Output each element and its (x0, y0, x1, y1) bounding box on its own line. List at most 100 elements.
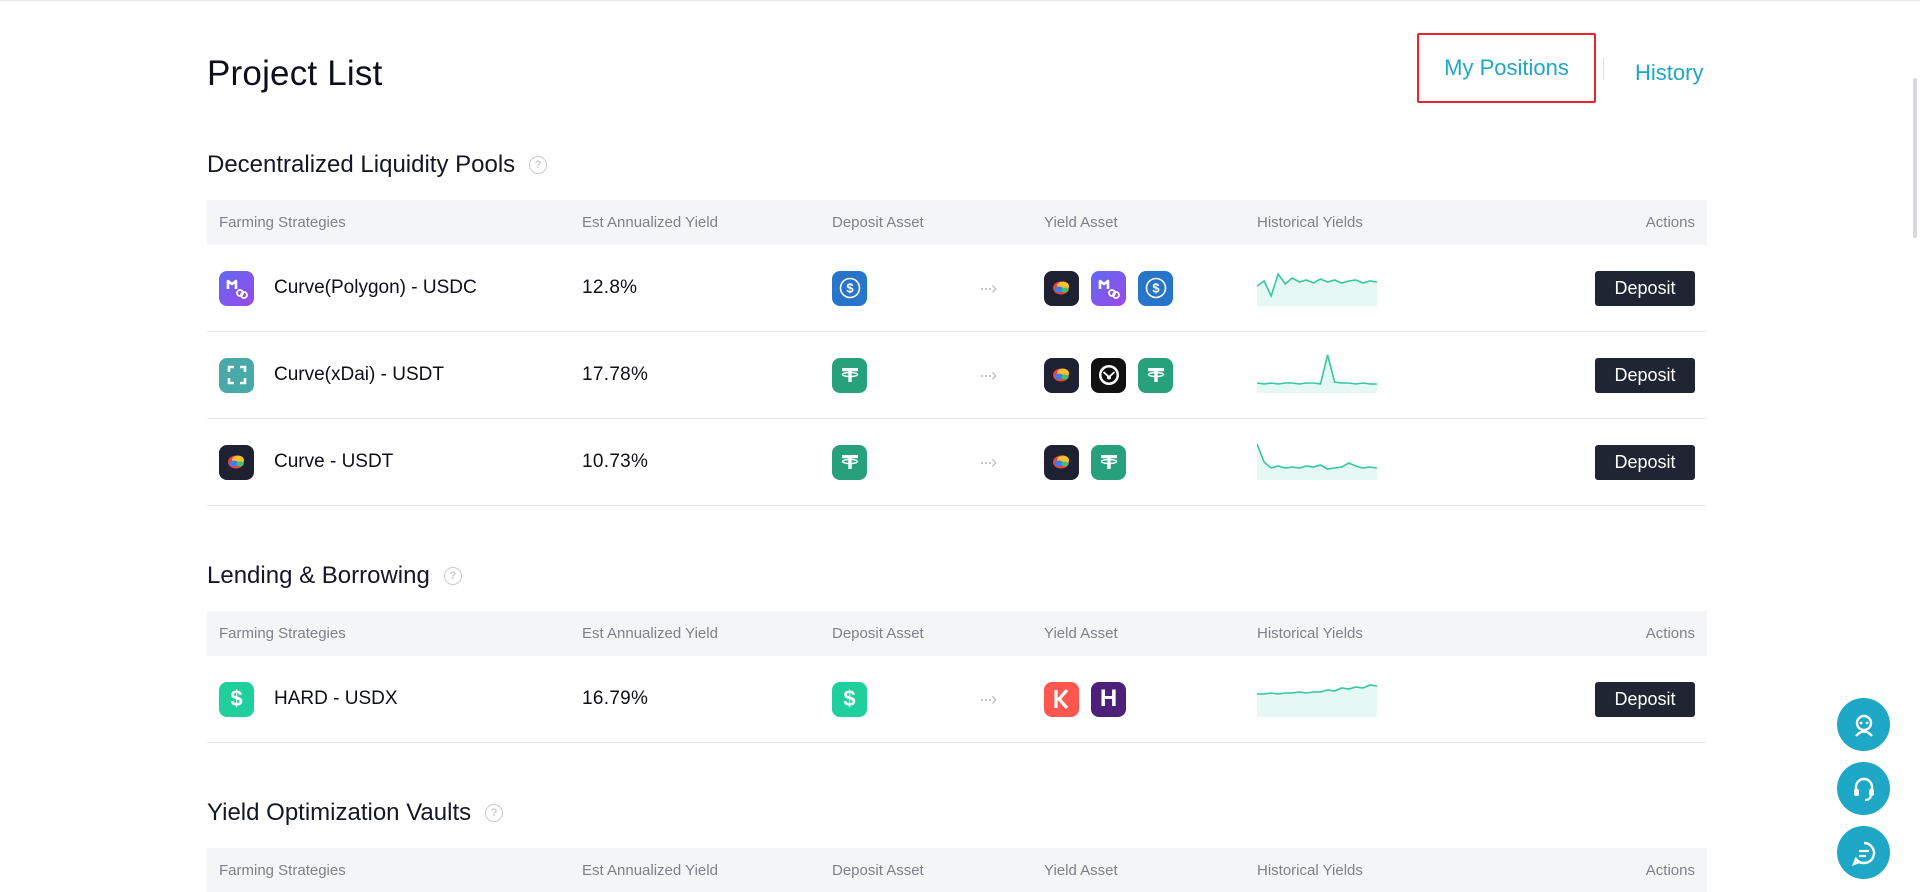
main-container: Project List My Positions History Decent… (207, 0, 1707, 892)
yield-cell: 10.73% (582, 451, 832, 473)
section-title: Yield Optimization Vaults? (207, 798, 1707, 828)
tab-separator (1603, 58, 1604, 80)
sparkline-area (1257, 684, 1377, 717)
section-title: Decentralized Liquidity Pools? (207, 150, 1707, 180)
tab-my-positions[interactable]: My Positions (1417, 33, 1596, 103)
historical-yield-cell (1256, 440, 1507, 485)
table-row[interactable]: Curve - USDT 10.73% ···› Deposit (207, 419, 1707, 506)
deposit-button[interactable]: Deposit (1595, 270, 1695, 306)
sparkline-line (1256, 354, 1377, 385)
usdt-token-icon (1091, 444, 1126, 480)
chat-button[interactable] (1837, 826, 1890, 879)
sparkline-line (1257, 683, 1378, 695)
historical-yield-sparkline (1256, 271, 1378, 306)
table-header: Farming Strategies Est Annualized Yield De… (207, 200, 1707, 245)
agent-icon (1854, 714, 1873, 737)
polygon-token-icon (219, 270, 254, 306)
help-icon[interactable]: ? (485, 804, 504, 822)
actions-cell: Deposit (1507, 444, 1707, 480)
col-header-historical-yields: Historical Yields (1257, 862, 1363, 879)
col-header-actions: Actions (1645, 862, 1695, 879)
table-row[interactable]: Curve(Polygon) - USDC 12.8% $ ···› $ Deposit (207, 245, 1707, 332)
yield-asset-cell (1044, 357, 1257, 393)
deposit-asset-cell: $ ···› (832, 681, 1044, 717)
curve-token-icon (1044, 357, 1079, 393)
historical-yield-cell (1256, 353, 1507, 398)
page-title: Project List (207, 54, 383, 93)
table-row[interactable]: $ HARD - USDX 16.79% $ ···› H Deposit (207, 656, 1707, 743)
deposit-asset-cell: ···› (832, 357, 1044, 393)
col-header-yield: Est Annualized Yield (582, 625, 718, 642)
usdx-token-icon: $ (219, 681, 254, 717)
col-header-strategy: Farming Strategies (219, 862, 346, 879)
strategy-table: Farming Strategies Est Annualized Yield De… (207, 848, 1707, 892)
usdt-token-icon (1138, 357, 1173, 393)
customer-service-button[interactable] (1837, 762, 1890, 815)
col-header-deposit-asset: Deposit Asset (832, 214, 924, 231)
svg-text:$: $ (846, 281, 854, 296)
col-header-actions: Actions (1645, 214, 1695, 231)
historical-yield-sparkline (1256, 443, 1378, 480)
strategy-name[interactable]: Curve(xDai) - USDT (274, 364, 444, 385)
chat-bubble-icon (1851, 841, 1875, 866)
actions-cell: Deposit (1507, 357, 1707, 393)
arrow-right-icon: ···› (979, 688, 997, 709)
strategy-name[interactable]: Curve - USDT (274, 451, 394, 472)
table-row[interactable]: Curve(xDai) - USDT 17.78% ···› Deposit (207, 332, 1707, 419)
col-header-yield-asset: Yield Asset (1044, 862, 1118, 879)
col-header-historical-yields: Historical Yields (1257, 625, 1363, 642)
scrollbar-thumb[interactable] (1913, 78, 1917, 238)
col-header-historical-yields: Historical Yields (1257, 214, 1363, 231)
hard-token-icon: H (1091, 681, 1126, 717)
usdt-token-icon (832, 357, 867, 393)
section-0: Decentralized Liquidity Pools? Farming St… (207, 150, 1707, 506)
section-title-text: Yield Optimization Vaults (207, 799, 472, 826)
arrow-right-icon: ···› (979, 364, 997, 385)
col-header-deposit-asset: Deposit Asset (832, 625, 924, 642)
yield-cell: 17.78% (582, 364, 832, 386)
yield-asset-cell (1044, 444, 1257, 480)
arrow-right-icon: ···› (979, 277, 997, 298)
historical-yield-sparkline (1257, 683, 1378, 717)
curve-token-icon (219, 444, 254, 480)
actions-cell: Deposit (1507, 270, 1707, 306)
section-1: Lending & Borrowing? Farming Strategies Es… (207, 561, 1707, 743)
top-divider (0, 0, 1920, 1)
col-header-strategy: Farming Strategies (219, 214, 346, 231)
deposit-button[interactable]: Deposit (1595, 357, 1695, 393)
strategy-name[interactable]: HARD - USDX (274, 688, 398, 709)
svg-text:$: $ (1152, 281, 1160, 296)
est-annualized-yield: 16.79% (582, 688, 649, 709)
strategy-table: Farming Strategies Est Annualized Yield De… (207, 200, 1707, 506)
est-annualized-yield: 10.73% (582, 451, 649, 472)
table-header: Farming Strategies Est Annualized Yield De… (207, 848, 1707, 892)
deposit-button[interactable]: Deposit (1595, 681, 1695, 717)
arrow-right-icon: ···› (979, 451, 997, 472)
section-title: Lending & Borrowing? (207, 561, 1707, 591)
strategy-cell: Curve(xDai) - USDT (207, 357, 582, 393)
polygon-token-icon (1091, 270, 1126, 306)
help-icon[interactable]: ? (443, 567, 462, 585)
strategy-cell: Curve(Polygon) - USDC (207, 270, 582, 306)
sparkline-area (1257, 273, 1377, 306)
sparkline-area (1257, 354, 1377, 393)
strategy-name[interactable]: Curve(Polygon) - USDC (274, 277, 477, 298)
help-icon[interactable]: ? (529, 156, 548, 174)
historical-yield-cell (1257, 677, 1507, 722)
usdx-token-icon: $ (832, 681, 867, 717)
sparkline-area (1257, 443, 1377, 480)
col-header-yield: Est Annualized Yield (582, 214, 718, 231)
headset-icon (1853, 777, 1874, 801)
est-annualized-yield: 12.8% (582, 277, 638, 298)
deposit-asset-cell: ···› (832, 444, 1044, 480)
col-header-deposit-asset: Deposit Asset (832, 862, 924, 879)
tab-history[interactable]: History (1635, 60, 1704, 85)
kava-token-icon (1044, 681, 1079, 717)
sparkline-line (1256, 271, 1378, 298)
historical-yield-sparkline (1256, 354, 1377, 393)
deposit-button[interactable]: Deposit (1595, 444, 1695, 480)
actions-cell: Deposit (1507, 681, 1707, 717)
yield-cell: 12.8% (582, 277, 832, 299)
section-title-text: Lending & Borrowing (207, 562, 430, 589)
support-agent-button[interactable] (1837, 698, 1890, 751)
